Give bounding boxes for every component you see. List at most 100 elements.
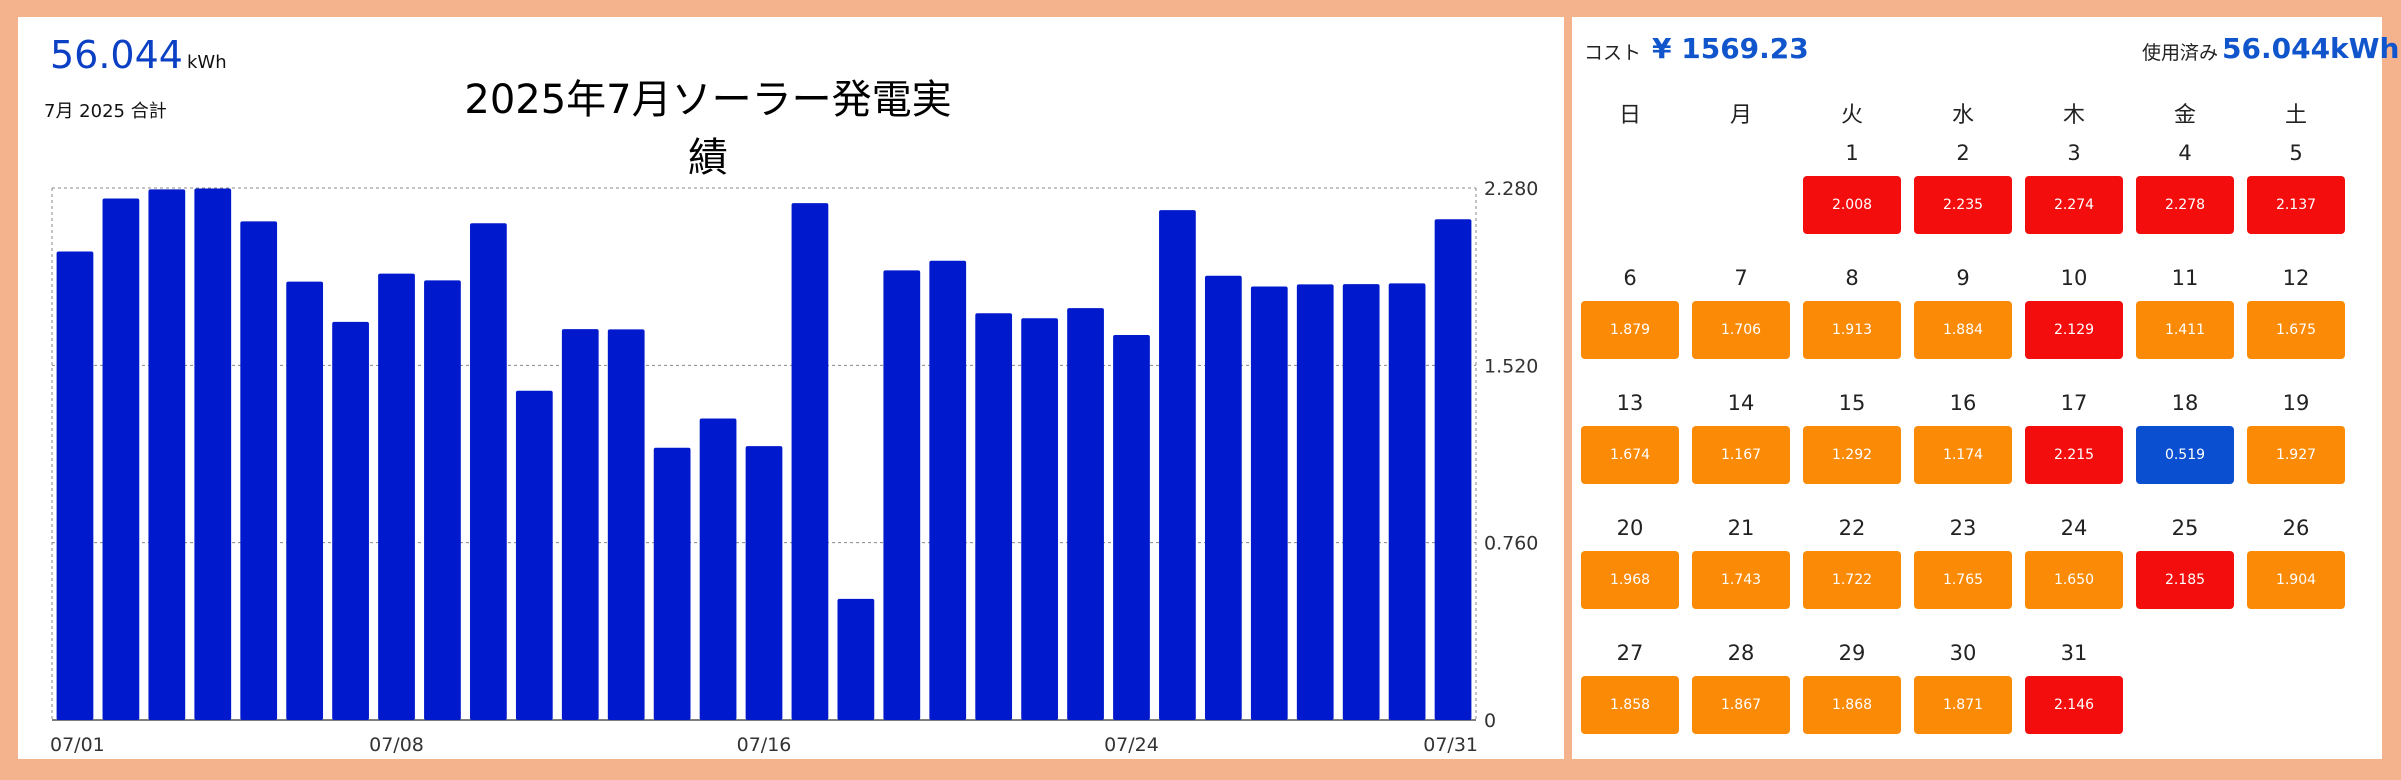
day-cell-23[interactable]: 1.765 (1914, 551, 2012, 609)
day-number: 22 (1838, 516, 1866, 540)
day-cell-26[interactable]: 1.904 (2247, 551, 2345, 609)
bar-07/01[interactable] (56, 251, 94, 720)
bar-07/17[interactable] (791, 203, 829, 720)
day-number: 23 (1949, 516, 1977, 540)
day-number: 30 (1949, 641, 1977, 665)
day-number: 3 (2067, 141, 2081, 165)
day-number: 10 (2060, 266, 2088, 290)
day-number: 4 (2178, 141, 2192, 165)
bar-07/04[interactable] (194, 188, 232, 720)
bar-07/28[interactable] (1296, 284, 1334, 720)
day-number: 26 (2282, 516, 2310, 540)
bar-07/26[interactable] (1204, 275, 1242, 720)
bar-07/14[interactable] (653, 447, 691, 720)
cost-value: ¥ 1569.23 (1652, 32, 1809, 65)
bar-07/29[interactable] (1342, 284, 1380, 720)
bar-07/12[interactable] (561, 329, 599, 720)
weekday-header: 土 (2284, 103, 2307, 128)
bar-07/06[interactable] (286, 281, 324, 720)
day-cell-16[interactable]: 1.174 (1914, 426, 2012, 484)
day-cell-14[interactable]: 1.167 (1692, 426, 1790, 484)
bar-07/20[interactable] (929, 260, 967, 720)
day-number: 28 (1727, 641, 1755, 665)
monthly-total-value: 56.044 kWh (50, 33, 227, 77)
bar-07/27[interactable] (1250, 286, 1288, 720)
day-cell-20[interactable]: 1.968 (1581, 551, 1679, 609)
day-number: 9 (1956, 266, 1970, 290)
day-cell-12[interactable]: 1.675 (2247, 301, 2345, 359)
x-tick-label: 07/16 (737, 734, 792, 756)
bar-07/24[interactable] (1113, 335, 1150, 720)
day-cell-11[interactable]: 1.411 (2136, 301, 2234, 359)
bar-07/13[interactable] (607, 329, 645, 720)
day-cell-31[interactable]: 2.146 (2025, 676, 2123, 734)
bar-07/15[interactable] (699, 418, 737, 720)
day-cell-6[interactable]: 1.879 (1581, 301, 1679, 359)
day-cell-30[interactable]: 1.871 (1914, 676, 2012, 734)
y-tick-label: 2.280 (1484, 178, 1538, 200)
day-cell-9[interactable]: 1.884 (1914, 301, 2012, 359)
day-number: 13 (1616, 391, 1644, 415)
day-number: 2 (1956, 141, 1970, 165)
monthly-total-label: 7月 2025 合計 (44, 101, 167, 122)
day-number: 25 (2171, 516, 2199, 540)
day-cell-25[interactable]: 2.185 (2136, 551, 2234, 609)
day-number: 17 (2060, 391, 2088, 415)
bar-07/08[interactable] (378, 273, 415, 720)
chart-panel: 56.044 kWh 7月 2025 合計 2025年7月ソーラー発電実績 0 0.… (18, 17, 1564, 759)
day-cell-27[interactable]: 1.858 (1581, 676, 1679, 734)
bar-07/21[interactable] (975, 313, 1013, 720)
day-cell-7[interactable]: 1.706 (1692, 301, 1790, 359)
day-cell-24[interactable]: 1.650 (2025, 551, 2123, 609)
bar-07/10[interactable] (470, 223, 507, 720)
x-tick-label: 07/08 (369, 734, 424, 756)
day-cell-3[interactable]: 2.274 (2025, 176, 2123, 234)
y-tick-label: 0.760 (1484, 533, 1538, 555)
day-cell-2[interactable]: 2.235 (1914, 176, 2012, 234)
day-cell-29[interactable]: 1.868 (1803, 676, 1901, 734)
bar-07/22[interactable] (1021, 318, 1058, 720)
day-cell-18[interactable]: 0.519 (2136, 426, 2234, 484)
day-cell-19[interactable]: 1.927 (2247, 426, 2345, 484)
x-tick-label: 07/31 (1423, 734, 1478, 756)
day-cell-21[interactable]: 1.743 (1692, 551, 1790, 609)
weekday-header: 水 (1951, 103, 1974, 128)
day-cell-1[interactable]: 2.008 (1803, 176, 1901, 234)
day-number: 7 (1734, 266, 1748, 290)
x-tick-label: 07/01 (50, 734, 105, 756)
bar-07/07[interactable] (332, 321, 369, 720)
day-number: 29 (1838, 641, 1866, 665)
day-cell-4[interactable]: 2.278 (2136, 176, 2234, 234)
day-number: 1 (1845, 141, 1859, 165)
day-number: 31 (2060, 641, 2088, 665)
bar-07/02[interactable] (102, 198, 140, 721)
day-number: 11 (2171, 266, 2199, 290)
day-cell-17[interactable]: 2.215 (2025, 426, 2123, 484)
day-number: 12 (2282, 266, 2310, 290)
bar-07/03[interactable] (148, 189, 186, 720)
bar-07/18[interactable] (837, 598, 875, 720)
day-cell-8[interactable]: 1.913 (1803, 301, 1901, 359)
day-cell-22[interactable]: 1.722 (1803, 551, 1901, 609)
day-number: 8 (1845, 266, 1859, 290)
bar-07/30[interactable] (1388, 283, 1426, 720)
day-cell-28[interactable]: 1.867 (1692, 676, 1790, 734)
day-cell-5[interactable]: 2.137 (2247, 176, 2345, 234)
chart-title: 2025年7月ソーラー発電実績 (464, 77, 952, 181)
bar-07/25[interactable] (1159, 210, 1196, 720)
bar-07/23[interactable] (1067, 308, 1104, 720)
bar-07/05[interactable] (240, 221, 278, 720)
day-cell-15[interactable]: 1.292 (1803, 426, 1901, 484)
y-tick-label: 1.520 (1484, 355, 1538, 377)
bar-07/16[interactable] (745, 446, 783, 720)
day-cell-10[interactable]: 2.129 (2025, 301, 2123, 359)
day-number: 14 (1727, 391, 1755, 415)
day-number: 20 (1616, 516, 1644, 540)
day-cell-13[interactable]: 1.674 (1581, 426, 1679, 484)
used-value: 56.044kWh (2222, 32, 2400, 65)
weekday-header: 木 (2062, 103, 2085, 128)
bar-07/11[interactable] (515, 390, 553, 720)
bar-07/09[interactable] (424, 280, 461, 720)
bar-07/31[interactable] (1434, 219, 1472, 720)
bar-07/19[interactable] (883, 270, 921, 720)
